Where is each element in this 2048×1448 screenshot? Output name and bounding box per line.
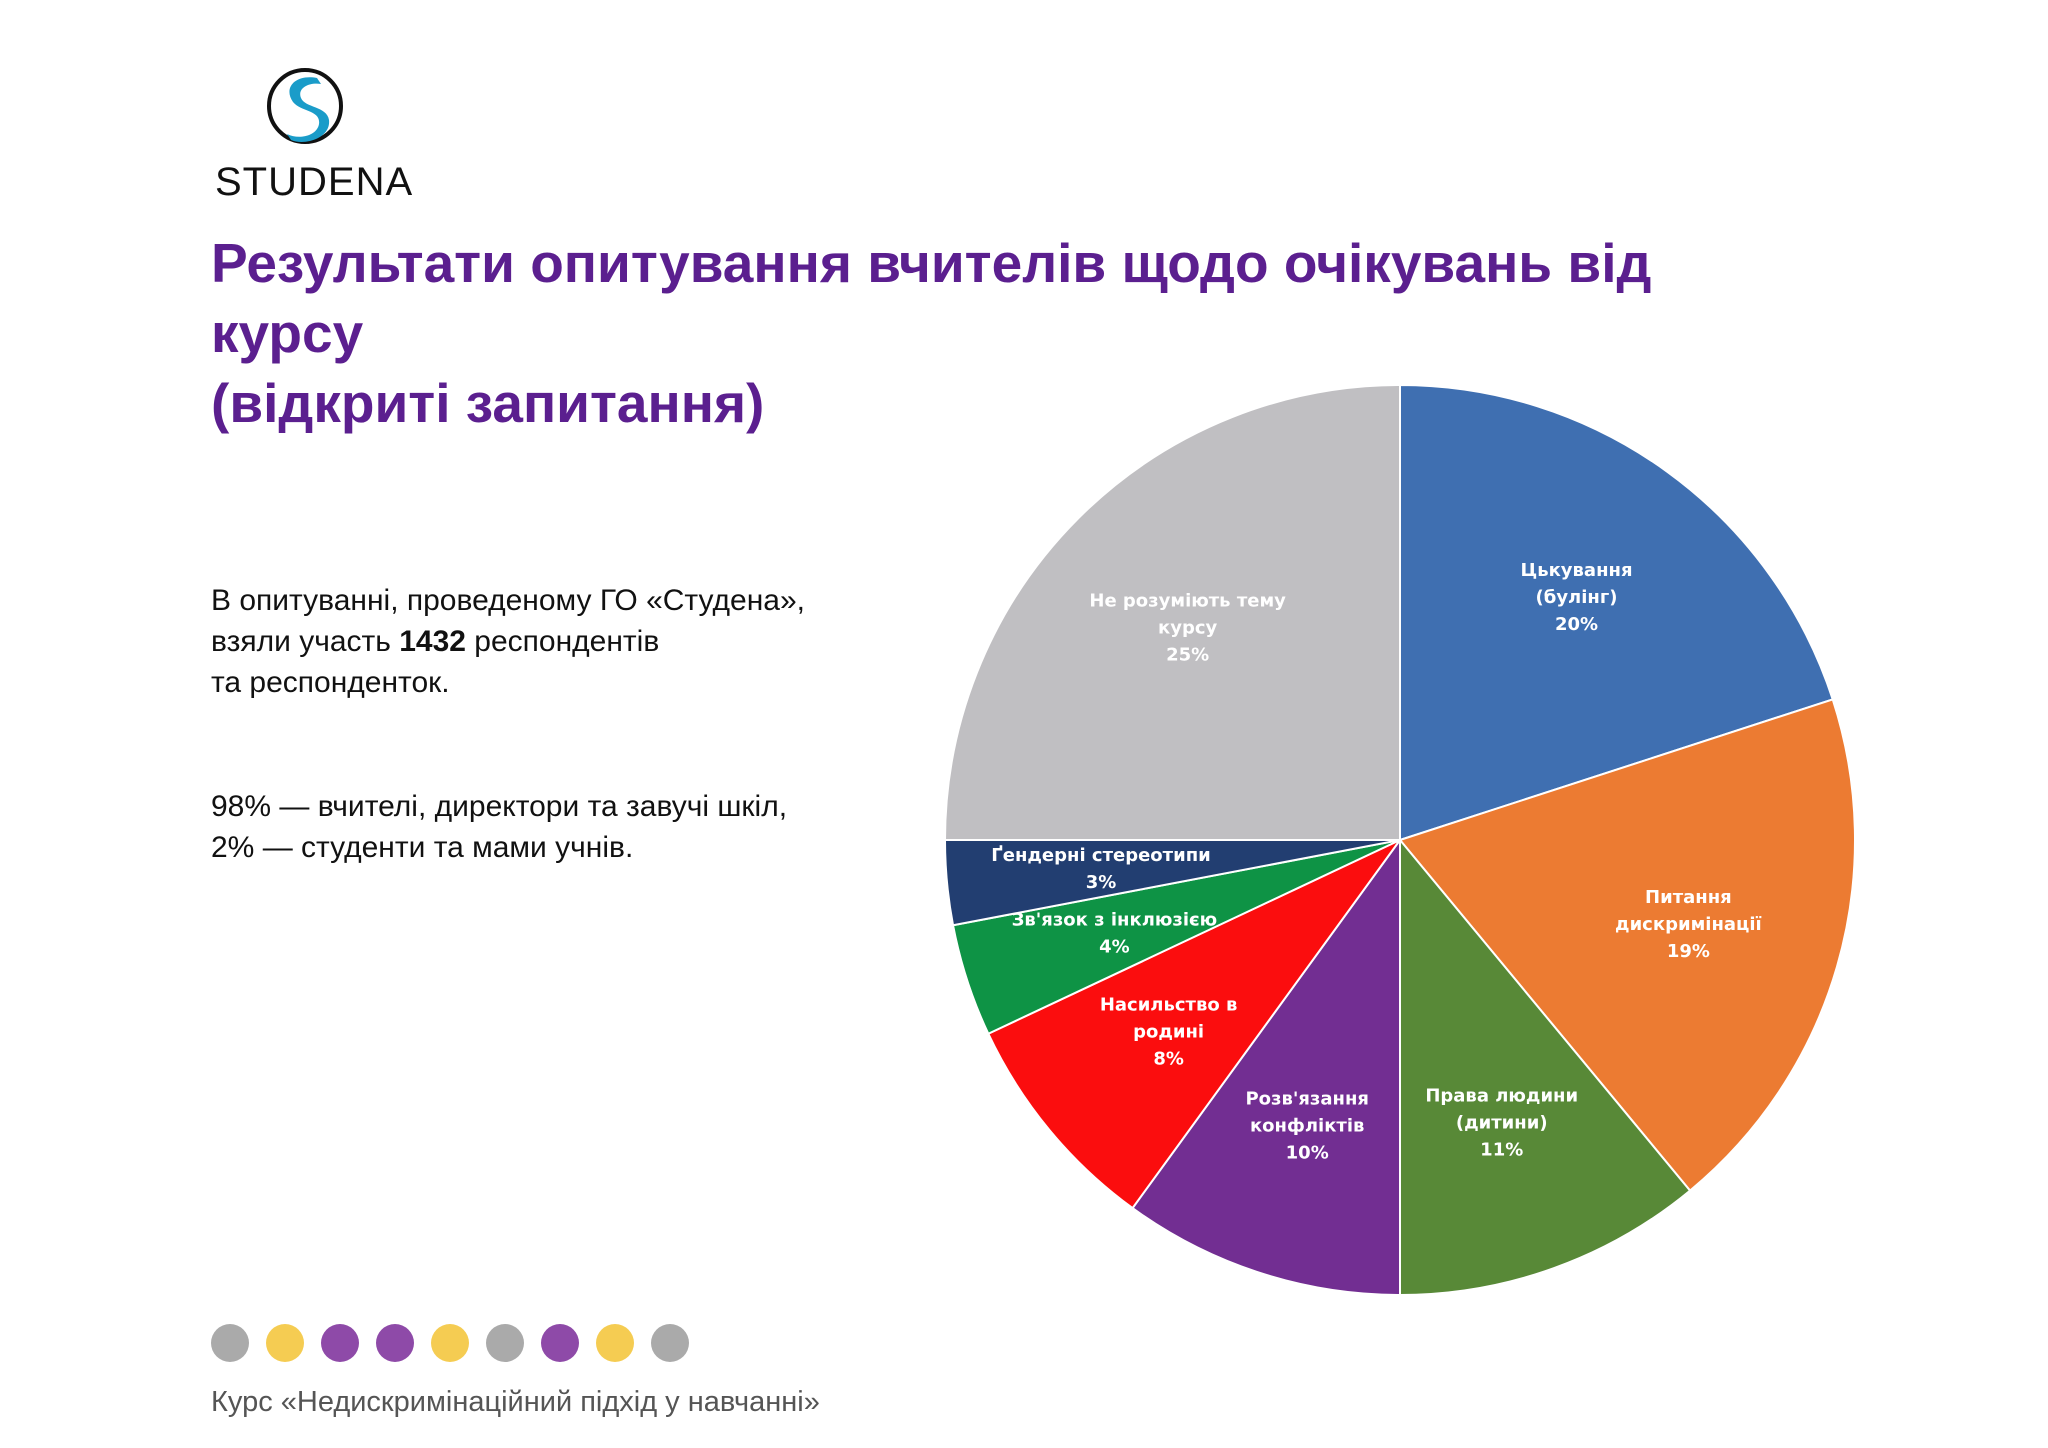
slice-label: Права людини (дитини) 11% bbox=[1425, 1086, 1578, 1161]
slice-category-label: Зв'язок з інклюзією bbox=[1012, 909, 1218, 930]
slice-category-label: Насильство в bbox=[1100, 994, 1238, 1015]
slice-percent-label: 4% bbox=[1099, 936, 1130, 957]
slice-label: Ґендерні стереотипи 3% bbox=[991, 845, 1210, 893]
pie-slice bbox=[1398, 698, 1856, 1192]
page-title: Результати опитування вчителів щодо очік… bbox=[211, 228, 1791, 438]
slice-label: Розв'язання конфліктів 10% bbox=[1245, 1089, 1369, 1164]
decorative-dot bbox=[321, 1324, 359, 1362]
slice-category-label: Цькування bbox=[1521, 560, 1633, 581]
slice-category-label: курсу bbox=[1158, 618, 1218, 639]
slice-percent-label: 10% bbox=[1286, 1143, 1329, 1164]
slice-category-label: Питання bbox=[1645, 887, 1732, 908]
slice-label: Питання дискримінації 19% bbox=[1615, 887, 1762, 962]
pie-slice bbox=[1399, 837, 1692, 1297]
pie-slice bbox=[1131, 836, 1401, 1297]
pie-slice bbox=[986, 839, 1401, 1210]
slice-category-label: (дитини) bbox=[1456, 1113, 1548, 1134]
slice-label: Цькування (булінг) 20% bbox=[1521, 560, 1633, 635]
slice-percent-label: 8% bbox=[1153, 1048, 1184, 1069]
studena-logo: STUDENA bbox=[215, 60, 414, 210]
intro-line-2-start: взяли участь bbox=[211, 625, 400, 658]
decorative-dot bbox=[596, 1324, 634, 1362]
brand-name: STUDENA bbox=[215, 160, 414, 204]
decorative-dot bbox=[431, 1324, 469, 1362]
slice-label: Зв'язок з інклюзією 4% bbox=[1012, 909, 1218, 957]
slice-category-label: (булінг) bbox=[1536, 587, 1618, 608]
decorative-dot bbox=[211, 1324, 249, 1362]
intro-line-1: В опитуванні, проведеному ГО «Студена», bbox=[211, 584, 805, 617]
title-line-2: (відкриті запитання) bbox=[211, 372, 765, 434]
slice-category-label: дискримінації bbox=[1615, 914, 1762, 935]
slice-category-label: Ґендерні стереотипи bbox=[991, 845, 1210, 866]
intro-breakdown-1: 98% — вчителі, директори та завучі шкіл, bbox=[211, 790, 788, 823]
intro-text: В опитуванні, проведеному ГО «Студена», … bbox=[211, 580, 911, 868]
studena-logo-icon bbox=[267, 68, 343, 144]
decorative-dot bbox=[541, 1324, 579, 1362]
slice-label: Не розуміють тему курсу 25% bbox=[1089, 591, 1286, 666]
slice-category-label: родині bbox=[1133, 1021, 1204, 1042]
footer-course-name: Курс «Недискримінаційний підхід у навчан… bbox=[211, 1386, 820, 1418]
logo-wave bbox=[287, 77, 330, 142]
slice-percent-label: 25% bbox=[1166, 645, 1209, 666]
title-line-1: Результати опитування вчителів щодо очік… bbox=[211, 232, 1652, 364]
slice-label: Насильство в родині 8% bbox=[1100, 994, 1238, 1069]
slice-percent-label: 20% bbox=[1555, 614, 1598, 635]
slice-category-label: Розв'язання bbox=[1245, 1089, 1369, 1110]
decorative-dot bbox=[486, 1324, 524, 1362]
slice-percent-label: 3% bbox=[1086, 872, 1117, 893]
slice-category-label: конфліктів bbox=[1250, 1116, 1364, 1137]
decorative-dot bbox=[651, 1324, 689, 1362]
slice-category-label: Не розуміють тему bbox=[1089, 591, 1286, 612]
decorative-dot bbox=[376, 1324, 414, 1362]
decorative-dot bbox=[266, 1324, 304, 1362]
intro-line-3: та респонденток. bbox=[211, 666, 450, 699]
pie-slice bbox=[1399, 383, 1834, 842]
slice-percent-label: 11% bbox=[1480, 1140, 1523, 1161]
slice-percent-label: 19% bbox=[1667, 941, 1710, 962]
pie-slice bbox=[943, 383, 1401, 841]
intro-line-2: взяли участь 1432 респондентів bbox=[211, 621, 911, 662]
intro-breakdown-2: 2% — студенти та мами учнів. bbox=[211, 831, 634, 864]
logo-ring bbox=[267, 68, 343, 144]
slice-category-label: Права людини bbox=[1425, 1086, 1578, 1107]
intro-line-2-end: респондентів bbox=[465, 625, 660, 658]
respondent-count: 1432 bbox=[399, 625, 466, 658]
